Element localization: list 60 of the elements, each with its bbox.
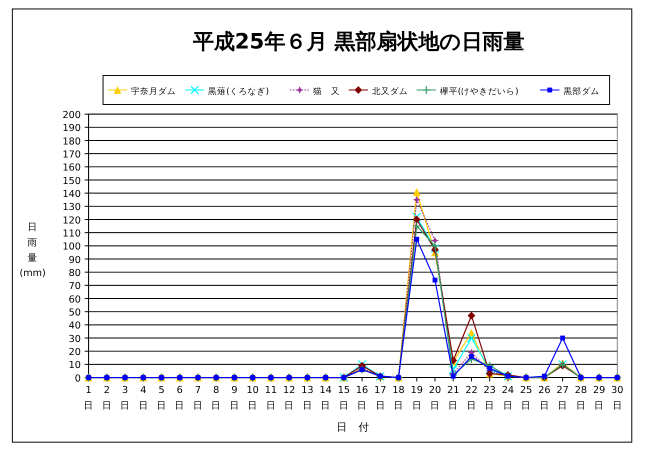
y-tick-label: 0	[74, 373, 81, 384]
y-tick-label: 160	[62, 162, 81, 174]
legend-label: 欅平(けやきだいら)	[440, 86, 519, 97]
y-tick-label: 150	[62, 176, 81, 187]
y-tick-label: 180	[62, 136, 81, 148]
x-tick-label: 21 日	[447, 384, 460, 412]
y-tick-label: 60	[68, 294, 81, 306]
y-tick-label: 10	[68, 360, 81, 372]
x-tick-label: 19 日	[410, 384, 423, 412]
y-tick-label: 110	[62, 228, 81, 240]
x-tick-label: 25 日	[520, 384, 532, 412]
x-tick-label: 29 日	[592, 384, 606, 412]
x-tick-label: 8 日	[211, 384, 222, 412]
legend-label: 北又ダム	[372, 86, 408, 97]
x-tick-label: 16 日	[356, 384, 368, 412]
y-tick-label: 20	[68, 347, 81, 358]
y-tick-label: 120	[62, 215, 81, 226]
y-tick-label: 50	[68, 308, 81, 319]
y-tick-label: 200	[62, 110, 81, 121]
y-axis-title: 日雨量(mm)	[19, 222, 46, 280]
x-tick-label: 18 日	[392, 384, 405, 412]
y-tick-label: 90	[68, 254, 81, 266]
x-axis-title: 日 付	[336, 420, 370, 434]
y-tick-label: 70	[68, 281, 81, 292]
x-tick-label: 1 日	[84, 384, 94, 412]
y-tick-label: 170	[62, 150, 81, 160]
legend-label: 黒部ダム	[563, 86, 600, 97]
x-tick-label: 5 日	[156, 384, 167, 412]
x-tick-label: 9 日	[229, 384, 240, 412]
y-tick-label: 80	[68, 268, 81, 280]
x-tick-label: 7 日	[192, 384, 203, 412]
x-tick-label: 2 日	[102, 384, 112, 412]
x-tick-label: 12 日	[283, 384, 296, 412]
x-tick-label: 28 日	[574, 384, 587, 412]
x-tick-label: 24 日	[502, 384, 514, 412]
x-tick-label: 6 日	[174, 384, 185, 412]
y-tick-label: 100	[62, 242, 81, 253]
x-tick-label: 13 日	[301, 384, 314, 412]
y-tick-label: 40	[68, 320, 81, 332]
x-tick-label: 23 日	[484, 384, 496, 412]
y-tick-label: 130	[62, 202, 81, 214]
x-tick-label: 20 日	[428, 384, 442, 412]
x-tick-label: 10 日	[246, 384, 259, 412]
legend-label: 宇奈月ダム	[131, 86, 176, 97]
x-tick-label: 27 日	[556, 384, 569, 412]
x-tick-label: 4 日	[138, 384, 148, 412]
chart-title: 平成25年６月 黒部扇状地の日雨量	[192, 30, 525, 55]
x-tick-label: 30 日	[611, 384, 624, 412]
y-tick-label: 140	[62, 189, 81, 200]
legend-label: 猫 又	[313, 86, 340, 97]
x-tick-label: 11 日	[264, 384, 278, 412]
x-tick-label: 17 日	[374, 384, 386, 412]
legend-label: 黒薙(くろなぎ)	[208, 86, 269, 97]
x-tick-label: 3 日	[120, 384, 130, 412]
x-tick-label: 26 日	[538, 384, 551, 412]
x-tick-label: 15 日	[338, 384, 350, 412]
y-tick-label: 190	[62, 123, 81, 134]
x-tick-label: 14 日	[319, 384, 332, 412]
x-tick-label: 22 日	[465, 384, 478, 412]
y-tick-label: 30	[68, 334, 81, 345]
